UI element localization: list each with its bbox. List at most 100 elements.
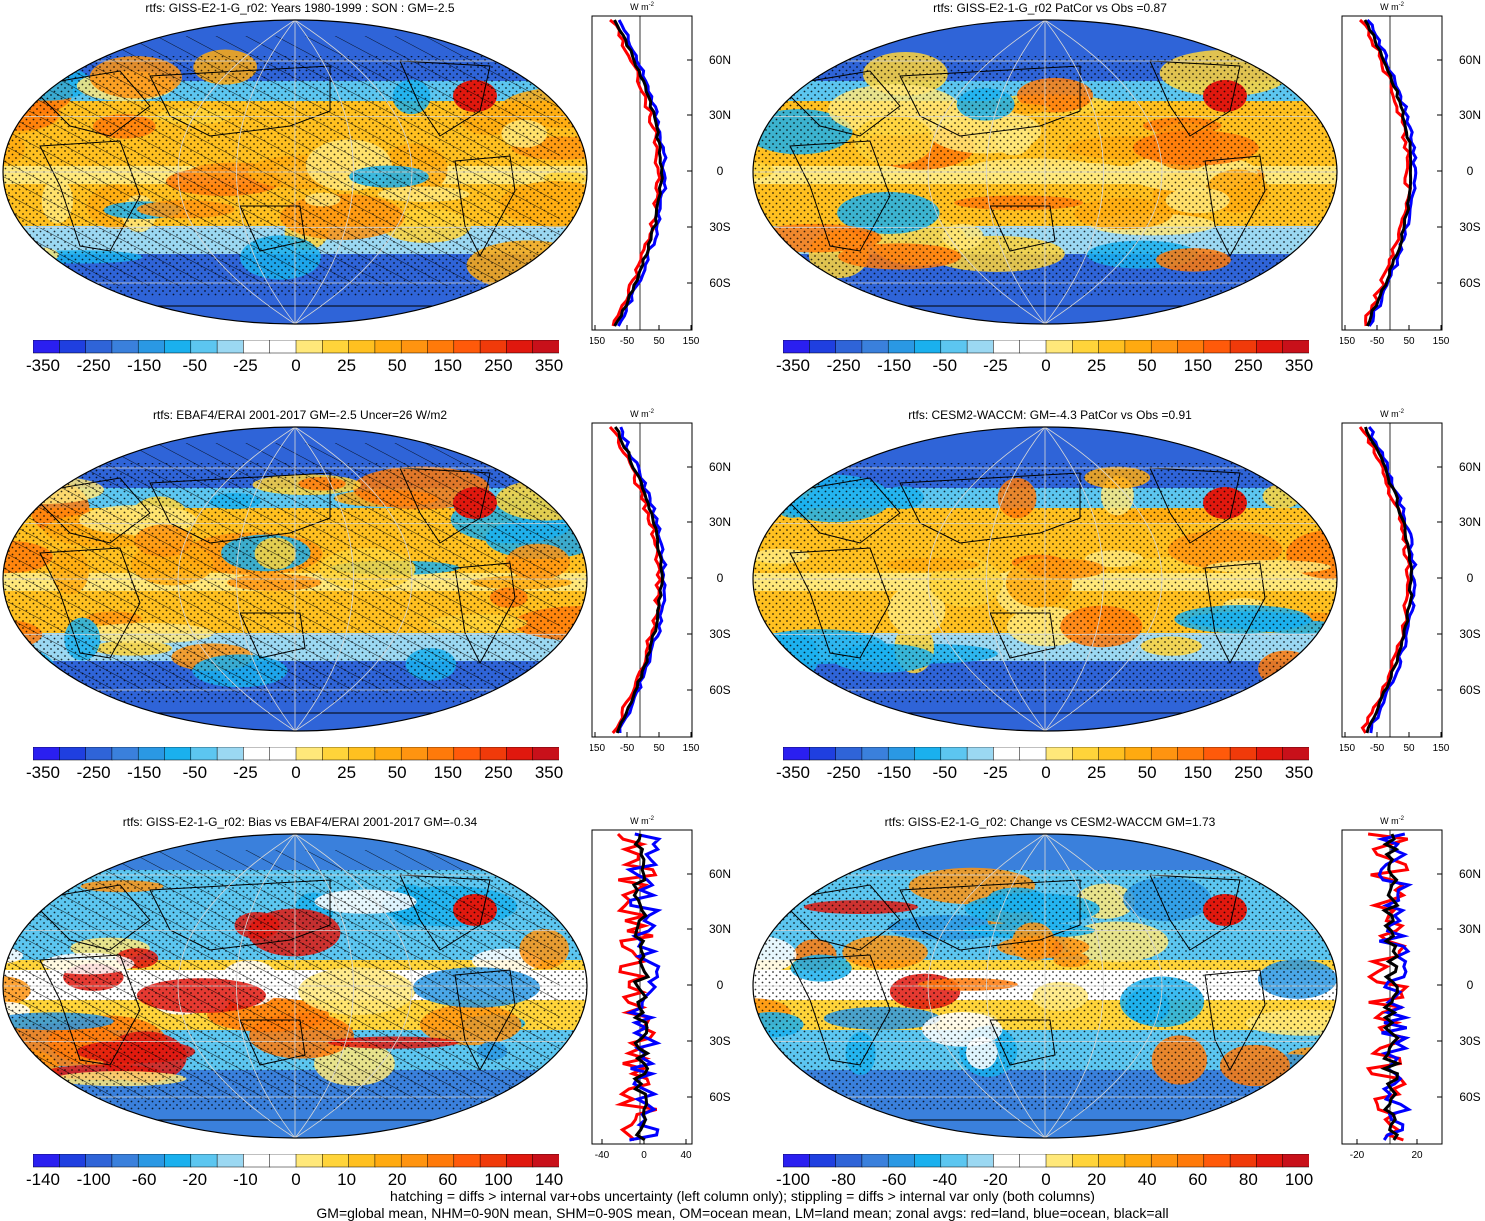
map-panel-3: rtfs: EBAF4/ERAI 2001-2017 GM=-2.5 Uncer… bbox=[0, 407, 742, 812]
colorbar-swatch bbox=[809, 340, 837, 354]
colorbar-swatch bbox=[243, 1154, 271, 1168]
colorbar-swatch bbox=[1124, 1154, 1152, 1168]
colorbar-label: 80 bbox=[1238, 1170, 1258, 1189]
all-zonal-line bbox=[1380, 833, 1403, 1141]
profile-frame bbox=[591, 422, 693, 738]
colorbar-swatch bbox=[427, 747, 455, 761]
colorbar-swatch bbox=[1229, 747, 1257, 761]
meridian-line bbox=[986, 834, 1046, 1138]
colorbar-label: 25 bbox=[337, 356, 357, 375]
colorbar-label: -80 bbox=[831, 1170, 856, 1189]
lat-label: 60N bbox=[1459, 53, 1481, 67]
map-border bbox=[2, 833, 588, 1139]
colorbar-swatch bbox=[887, 747, 916, 761]
colorbar-swatch bbox=[835, 340, 863, 354]
colorbar-label: 50 bbox=[387, 763, 407, 782]
map-field bbox=[3, 427, 587, 731]
colorbar-labels: -350 -250 -150 -50 -25 0 25 50 150 250 350 bbox=[26, 763, 563, 785]
colorbar-swatch bbox=[809, 1154, 837, 1168]
colorbar-swatch bbox=[427, 340, 455, 354]
colorbar-label: 150 bbox=[433, 763, 462, 782]
colorbar-swatch bbox=[1256, 340, 1284, 354]
colorbar-swatch bbox=[400, 340, 429, 354]
colorbar-swatch bbox=[1150, 1154, 1179, 1168]
panel-title: rtfs: GISS-E2-1-G_r02: Bias vs EBAF4/ERA… bbox=[122, 815, 478, 829]
robinson-map bbox=[2, 833, 588, 1139]
colorbar-swatch bbox=[1177, 1154, 1205, 1168]
colorbar-swatch bbox=[400, 747, 429, 761]
colorbar-swatch bbox=[216, 1154, 244, 1168]
colorbar-swatch bbox=[453, 340, 481, 354]
colorbar-label: -50 bbox=[182, 356, 208, 375]
colorbar-label: 140 bbox=[534, 1170, 564, 1189]
colorbar-label: -150 bbox=[127, 763, 162, 782]
x-tick-label: 50 bbox=[1403, 336, 1415, 345]
zonal-mean-profile: W m-2 60N 30N 0 30S 60S -20 20 bbox=[1341, 816, 1481, 1159]
colorbar-label: 25 bbox=[1087, 356, 1107, 375]
zonal-mean-profile: W m-2 60N 30N 0 30S 60S -150 -50 50 150 bbox=[590, 409, 731, 752]
colorbar-label: -150 bbox=[127, 356, 162, 375]
field-anomaly bbox=[542, 883, 587, 896]
lat-label: 0 bbox=[1467, 978, 1474, 992]
colorbar-swatch bbox=[269, 747, 297, 761]
colorbar-label: 0 bbox=[1041, 763, 1051, 782]
colorbar-swatch bbox=[243, 340, 271, 354]
lat-label: 60S bbox=[709, 276, 730, 290]
robinson-map bbox=[2, 426, 588, 732]
colorbar-swatch bbox=[1124, 340, 1152, 354]
land-zonal-line bbox=[1358, 426, 1412, 734]
profile-unit: W m-2 bbox=[1380, 816, 1404, 826]
x-tick-label: -150 bbox=[590, 743, 605, 752]
colorbar-label: 10 bbox=[337, 1170, 357, 1189]
colorbar-swatch bbox=[506, 1154, 534, 1168]
x-tick-label: 150 bbox=[683, 743, 700, 752]
lat-label: 30N bbox=[1459, 108, 1481, 122]
x-tick-label: -50 bbox=[1370, 336, 1385, 345]
x-tick-label: -150 bbox=[590, 336, 605, 345]
colorbar-swatch bbox=[33, 747, 60, 761]
colorbar-swatch bbox=[783, 340, 810, 354]
colorbar-label: 0 bbox=[291, 356, 301, 375]
x-tick-label: 40 bbox=[680, 1150, 692, 1159]
field-anomaly bbox=[3, 70, 36, 110]
colorbar-label: 100 bbox=[1284, 1170, 1314, 1189]
colorbar-label: 60 bbox=[438, 1170, 458, 1189]
meridian-line bbox=[294, 834, 413, 1138]
x-tick-label: -40 bbox=[595, 1150, 610, 1159]
colorbar-labels: -350 -250 -150 -50 -25 0 25 50 150 250 350 bbox=[776, 356, 1313, 378]
colorbar-swatch bbox=[1256, 747, 1284, 761]
colorbar-label: -150 bbox=[877, 763, 912, 782]
meridian-line bbox=[1044, 427, 1163, 731]
colorbar-swatch bbox=[1150, 747, 1179, 761]
colorbar-label: -50 bbox=[932, 763, 958, 782]
lat-label: 30N bbox=[709, 108, 731, 122]
colorbar-swatch bbox=[1282, 1154, 1309, 1168]
colorbar-label: 20 bbox=[1087, 1170, 1107, 1189]
lat-label: 60N bbox=[709, 53, 731, 67]
colorbar-swatch bbox=[190, 1154, 218, 1168]
colorbar-swatch bbox=[348, 1154, 376, 1168]
colorbar-swatch bbox=[1098, 747, 1126, 761]
colorbar-label: -50 bbox=[182, 763, 208, 782]
colorbar-swatch bbox=[1150, 340, 1179, 354]
lat-label: 0 bbox=[1467, 164, 1474, 178]
map-border bbox=[752, 833, 1338, 1139]
map-panel-1: rtfs: GISS-E2-1-G_r02: Years 1980-1999 :… bbox=[0, 0, 742, 405]
meridian-line bbox=[294, 20, 354, 324]
zonal-mean-profile: W m-2 60N 30N 0 30S 60S -150 -50 50 150 bbox=[590, 2, 731, 345]
footer-line-1: hatching = diffs > internal var+obs unce… bbox=[390, 1188, 1095, 1204]
meridian-line bbox=[236, 20, 296, 324]
colorbar-swatch bbox=[1072, 747, 1100, 761]
colorbar-swatch bbox=[1203, 1154, 1231, 1168]
meridian-line bbox=[236, 427, 296, 731]
colorbar-swatch bbox=[532, 747, 559, 761]
colorbar-swatch bbox=[783, 1154, 810, 1168]
meridian-line bbox=[1044, 834, 1104, 1138]
meridian-line bbox=[294, 834, 354, 1138]
colorbar-swatch bbox=[137, 340, 166, 354]
colorbar-swatch bbox=[966, 1154, 994, 1168]
lat-label: 60N bbox=[1459, 460, 1481, 474]
lat-label: 0 bbox=[717, 571, 724, 585]
colorbar-swatch bbox=[348, 340, 376, 354]
profile-unit: W m-2 bbox=[1380, 2, 1404, 12]
